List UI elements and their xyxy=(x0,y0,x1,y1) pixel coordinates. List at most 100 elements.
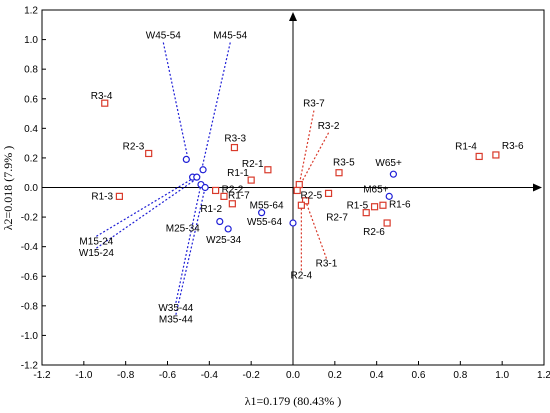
point-label: M55-64 xyxy=(250,201,284,212)
y-tick-label: 1.0 xyxy=(24,35,38,46)
data-point-square xyxy=(379,201,387,209)
x-tick-label: 0.6 xyxy=(412,370,426,381)
y-tick-label: 0.4 xyxy=(24,124,38,135)
annotation-leader-line xyxy=(200,42,231,173)
x-tick-label: 0.4 xyxy=(370,370,384,381)
point-label: M15-24 xyxy=(79,236,113,247)
annotation-leader-line xyxy=(96,178,193,237)
point-label: R2-5 xyxy=(301,190,323,201)
y-tick-label: -0.6 xyxy=(21,272,39,283)
annotation-leader-line xyxy=(304,200,328,259)
x-tick-label: 1.2 xyxy=(537,370,550,381)
point-label: M65+ xyxy=(363,184,388,195)
point-label: R1-3 xyxy=(91,191,113,202)
annotation-layer xyxy=(96,42,330,315)
point-label: R2-1 xyxy=(242,159,264,170)
y-tick-label: -0.4 xyxy=(21,242,39,253)
point-label: R1-5 xyxy=(347,201,369,212)
data-point-circle xyxy=(193,173,201,181)
point-label: R2-4 xyxy=(291,270,313,281)
data-point-circle xyxy=(385,192,393,200)
data-point-square xyxy=(301,197,310,205)
data-point-square xyxy=(220,192,228,200)
x-tick-label: -1.0 xyxy=(75,370,93,381)
point-label: R3-4 xyxy=(91,91,113,102)
data-point-square xyxy=(370,203,379,211)
data-point-square xyxy=(145,149,153,158)
y-tick-label: -0.2 xyxy=(21,213,39,224)
y-tick-label: -0.8 xyxy=(21,301,39,312)
data-point-circle xyxy=(216,217,224,226)
x-tick-label: -0.6 xyxy=(159,370,177,381)
x-tick-label: 0.2 xyxy=(328,370,342,381)
point-label: R2-3 xyxy=(123,141,145,152)
annotation-leader-line xyxy=(96,178,198,249)
data-point-square xyxy=(335,169,343,177)
y-tick-label: 0.2 xyxy=(24,153,38,164)
y-axis-title: λ2=0.018 (7.9% ) xyxy=(1,146,15,231)
data-point-circle xyxy=(182,155,190,163)
data-point-circle xyxy=(201,183,209,192)
annotation-leader-line xyxy=(298,110,315,185)
point-label: R3-6 xyxy=(502,141,524,152)
x-tick-label: -0.8 xyxy=(117,370,135,381)
data-point-square xyxy=(293,186,301,195)
point-label: R1-6 xyxy=(389,199,411,210)
x-tick-label: -1.2 xyxy=(33,370,51,381)
data-point-circle xyxy=(389,170,397,178)
point-label: R1-4 xyxy=(455,141,477,152)
data-point-square xyxy=(295,180,303,189)
data-point-circle xyxy=(258,209,266,217)
point-label: R3-1 xyxy=(316,259,338,270)
y-tick-label: 0.6 xyxy=(24,94,38,105)
point-label: R2-6 xyxy=(363,227,385,238)
data-point-square xyxy=(101,99,109,107)
data-point-square xyxy=(247,176,255,184)
x-tick-label: 0.8 xyxy=(453,370,467,381)
y-tick-label: 0.0 xyxy=(24,183,38,194)
data-points xyxy=(101,99,500,233)
annotation-leader-line xyxy=(162,42,190,161)
point-label: R1-7 xyxy=(228,190,250,201)
y-axis-arrowhead xyxy=(289,12,297,21)
data-point-circle xyxy=(224,225,232,233)
x-axis-ticks: -1.2 -1.0 -0.8 -0.6 -0.4 -0.2 0.0 0.2 0.4 0.6 0.8 1… xyxy=(33,361,550,381)
point-label: M45-54 xyxy=(213,31,247,42)
point-label: R1-1 xyxy=(227,168,249,179)
data-point-circle xyxy=(289,219,297,227)
data-point-square xyxy=(264,166,272,174)
point-label: W25-34 xyxy=(206,235,241,246)
point-label: R3-2 xyxy=(318,121,340,132)
x-tick-label: -0.2 xyxy=(243,370,261,381)
annotation-leader-line xyxy=(296,132,330,191)
y-tick-label: 1.2 xyxy=(24,6,38,17)
point-label: R3-3 xyxy=(224,134,246,145)
x-tick-label: 0.0 xyxy=(286,370,300,381)
point-label: R2-2 xyxy=(222,184,244,195)
point-label: M25-34 xyxy=(166,224,200,235)
y-tick-label: -1.2 xyxy=(21,361,39,372)
x-tick-label: 1.0 xyxy=(495,370,509,381)
point-label: W35-44 xyxy=(158,303,193,314)
annotation-leader-line xyxy=(175,187,206,315)
origin-axes xyxy=(42,12,542,365)
point-label: R2-7 xyxy=(326,213,348,224)
point-label: R1-2 xyxy=(200,204,222,215)
data-point-square xyxy=(297,201,305,209)
annotation-leader-line xyxy=(175,184,202,303)
point-label: W15-24 xyxy=(79,248,114,259)
data-point-square xyxy=(362,209,370,217)
data-point-square xyxy=(324,189,333,198)
y-tick-label: -1.0 xyxy=(21,331,39,342)
x-tick-label: -0.4 xyxy=(201,370,219,381)
point-label: M35-44 xyxy=(159,315,193,326)
data-point-square xyxy=(115,192,123,200)
y-tick-label: 0.8 xyxy=(24,65,38,76)
data-point-circle xyxy=(199,166,207,174)
data-point-square xyxy=(492,151,500,159)
x-axis-arrowhead xyxy=(533,183,542,192)
data-point-square xyxy=(383,219,391,227)
x-axis-title: λ1=0.179 (80.43% ) xyxy=(245,394,342,408)
